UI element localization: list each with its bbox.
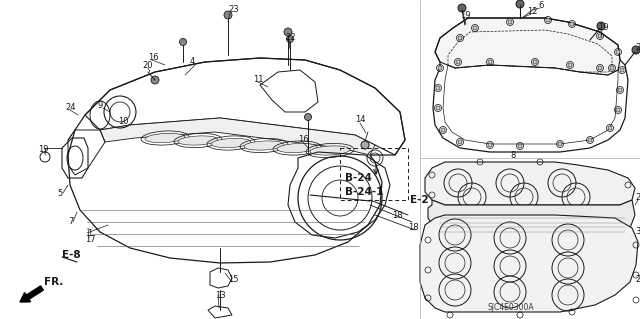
Ellipse shape: [211, 138, 251, 148]
Ellipse shape: [178, 136, 218, 145]
Text: 5: 5: [57, 189, 62, 197]
Circle shape: [620, 68, 624, 72]
Circle shape: [284, 28, 292, 36]
Text: 18: 18: [408, 224, 419, 233]
Circle shape: [616, 50, 620, 54]
Text: 17: 17: [85, 235, 95, 244]
Circle shape: [441, 128, 445, 132]
Circle shape: [438, 66, 442, 70]
Text: 19: 19: [460, 11, 470, 19]
Text: 2: 2: [635, 194, 640, 203]
Text: 16: 16: [148, 54, 159, 63]
Circle shape: [473, 26, 477, 30]
Text: B-24: B-24: [345, 173, 372, 183]
Text: 15: 15: [228, 276, 239, 285]
Text: 6: 6: [538, 1, 543, 10]
Ellipse shape: [145, 133, 185, 143]
Text: E-2: E-2: [410, 195, 429, 205]
Bar: [340, 148, 408, 200]
Polygon shape: [420, 215, 638, 312]
Circle shape: [488, 143, 492, 147]
Circle shape: [598, 66, 602, 70]
Circle shape: [516, 0, 524, 8]
Circle shape: [598, 34, 602, 38]
Circle shape: [287, 35, 294, 42]
Circle shape: [546, 18, 550, 22]
Text: B-24-1: B-24-1: [345, 187, 383, 197]
Ellipse shape: [310, 146, 350, 155]
Text: 18: 18: [392, 211, 403, 219]
Circle shape: [508, 20, 512, 24]
Ellipse shape: [244, 141, 284, 150]
Circle shape: [618, 88, 622, 92]
Text: 21: 21: [635, 43, 640, 53]
Circle shape: [616, 108, 620, 112]
Circle shape: [458, 140, 462, 144]
Circle shape: [458, 36, 462, 40]
Circle shape: [151, 76, 159, 84]
Text: E-8: E-8: [62, 250, 81, 260]
Polygon shape: [100, 118, 375, 155]
Text: FR.: FR.: [44, 277, 63, 287]
Circle shape: [608, 126, 612, 130]
Text: 23: 23: [228, 5, 239, 14]
Text: 7: 7: [68, 218, 74, 226]
Circle shape: [224, 11, 232, 19]
Text: 14: 14: [355, 115, 365, 124]
Circle shape: [458, 4, 466, 12]
Text: 11: 11: [253, 76, 264, 85]
Circle shape: [305, 114, 312, 121]
Text: 22: 22: [285, 33, 296, 42]
Text: 20: 20: [142, 61, 152, 70]
Polygon shape: [428, 200, 635, 235]
Text: 10: 10: [118, 117, 129, 127]
Circle shape: [597, 22, 605, 30]
Polygon shape: [435, 18, 620, 75]
Text: 3: 3: [635, 227, 640, 236]
Circle shape: [456, 60, 460, 64]
Circle shape: [361, 141, 369, 149]
Circle shape: [568, 63, 572, 67]
Text: 8: 8: [510, 151, 515, 160]
FancyArrow shape: [20, 286, 44, 302]
Text: 24: 24: [65, 103, 76, 113]
Text: SJC4E0300A: SJC4E0300A: [488, 303, 534, 313]
Circle shape: [518, 144, 522, 148]
Text: 16: 16: [298, 136, 308, 145]
Circle shape: [558, 142, 562, 146]
Circle shape: [179, 39, 186, 46]
Circle shape: [610, 66, 614, 70]
Text: 2: 2: [635, 276, 640, 285]
Circle shape: [436, 86, 440, 90]
Text: 4: 4: [190, 57, 195, 66]
Circle shape: [632, 46, 640, 54]
Text: 13: 13: [215, 291, 226, 300]
Circle shape: [533, 60, 537, 64]
Circle shape: [588, 138, 592, 142]
Ellipse shape: [277, 143, 317, 152]
Text: 9: 9: [98, 100, 103, 109]
Circle shape: [436, 106, 440, 110]
Text: 19: 19: [598, 24, 609, 33]
Text: 1: 1: [87, 228, 92, 238]
Circle shape: [570, 22, 574, 26]
Text: 19: 19: [38, 145, 49, 154]
Polygon shape: [425, 162, 635, 205]
Circle shape: [488, 60, 492, 64]
Text: 12: 12: [527, 8, 538, 17]
